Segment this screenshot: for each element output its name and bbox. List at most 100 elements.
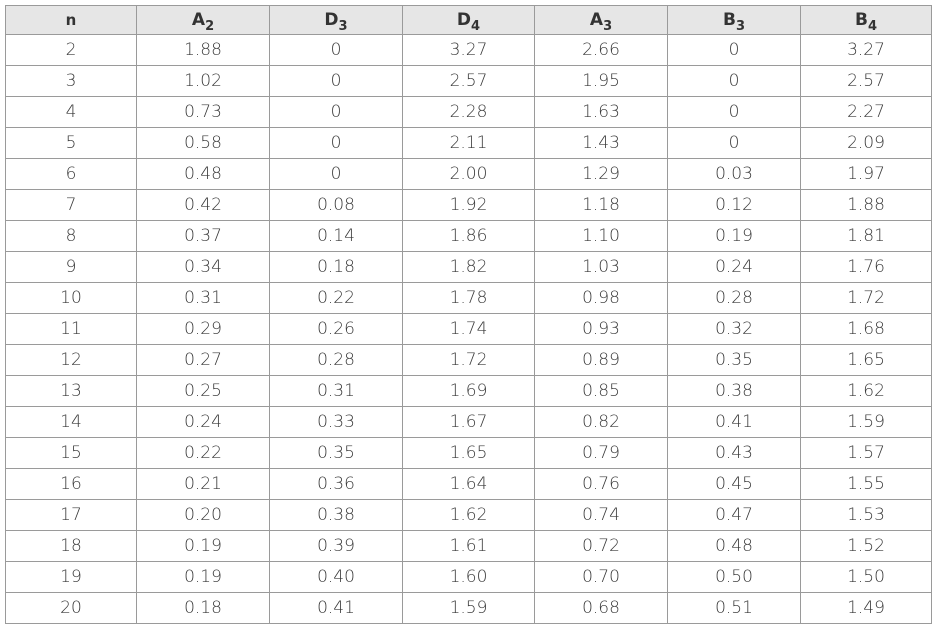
cell-n: 2 [5, 34, 137, 66]
cell-n: 3 [5, 65, 137, 97]
cell-b3: 0.41 [667, 406, 801, 438]
cell-d4: 1.65 [402, 437, 535, 469]
column-header-base: D [324, 9, 339, 30]
cell-a2: 0.31 [136, 282, 270, 314]
cell-n: 5 [5, 127, 137, 159]
cell-b3: 0.50 [667, 561, 801, 593]
column-header-subscript: 4 [867, 18, 877, 34]
cell-d3: 0.41 [269, 592, 403, 624]
cell-a3: 0.98 [534, 282, 668, 314]
cell-d4: 1.92 [402, 189, 535, 221]
cell-a2: 0.29 [136, 313, 270, 345]
cell-a3: 1.63 [534, 96, 668, 128]
cell-d4: 1.67 [402, 406, 535, 438]
cell-b3: 0.45 [667, 468, 801, 500]
cell-n: 7 [5, 189, 137, 221]
cell-a2: 0.73 [136, 96, 270, 128]
table-body: 2 1.88 0 3.27 2.66 0 3.27 3 1.02 0 2.57 1.95 0 2.57 4 0… [5, 34, 932, 624]
column-header-base: A [191, 9, 206, 30]
cell-d3: 0.14 [269, 220, 403, 252]
cell-d3: 0.33 [269, 406, 403, 438]
cell-d3: 0.22 [269, 282, 403, 314]
cell-a2: 0.19 [136, 561, 270, 593]
table-row: 6 0.48 0 2.00 1.29 0.03 1.97 [5, 158, 932, 190]
column-header-n: n [5, 5, 137, 35]
cell-a2: 0.37 [136, 220, 270, 252]
cell-a2: 0.27 [136, 344, 270, 376]
cell-b3: 0.19 [667, 220, 801, 252]
table-row: 14 0.24 0.33 1.67 0.82 0.41 1.59 [5, 406, 932, 438]
cell-a3: 0.76 [534, 468, 668, 500]
cell-b3: 0.48 [667, 530, 801, 562]
cell-b4: 3.27 [800, 34, 932, 66]
cell-n: 20 [5, 592, 137, 624]
cell-a3: 1.43 [534, 127, 668, 159]
cell-d3: 0 [269, 127, 403, 159]
cell-b3: 0 [667, 34, 801, 66]
column-header-base: D [456, 9, 472, 30]
cell-b4: 1.76 [800, 251, 932, 283]
cell-b4: 1.72 [800, 282, 932, 314]
cell-d4: 1.74 [402, 313, 535, 345]
column-header-subscript: 3 [338, 18, 348, 34]
cell-d3: 0 [269, 65, 403, 97]
cell-b3: 0.43 [667, 437, 801, 469]
cell-d4: 1.86 [402, 220, 535, 252]
cell-n: 11 [5, 313, 137, 345]
cell-d4: 1.59 [402, 592, 535, 624]
table-row: 2 1.88 0 3.27 2.66 0 3.27 [5, 34, 932, 66]
cell-d4: 2.11 [402, 127, 535, 159]
cell-a2: 0.19 [136, 530, 270, 562]
cell-b3: 0 [667, 65, 801, 97]
cell-a3: 1.95 [534, 65, 668, 97]
cell-d4: 2.28 [402, 96, 535, 128]
column-header-subscript: 3 [603, 18, 613, 34]
cell-a2: 1.88 [136, 34, 270, 66]
cell-n: 18 [5, 530, 137, 562]
cell-a3: 0.68 [534, 592, 668, 624]
cell-n: 10 [5, 282, 137, 314]
table-row: 10 0.31 0.22 1.78 0.98 0.28 1.72 [5, 282, 932, 314]
cell-b3: 0 [667, 96, 801, 128]
cell-a3: 0.85 [534, 375, 668, 407]
table-row: 20 0.18 0.41 1.59 0.68 0.51 1.49 [5, 592, 932, 624]
cell-b4: 1.59 [800, 406, 932, 438]
cell-n: 17 [5, 499, 137, 531]
table-header: n A2 D3 D4 A3 B3 B4 [5, 5, 932, 35]
cell-d3: 0.39 [269, 530, 403, 562]
cell-b4: 2.57 [800, 65, 932, 97]
cell-d3: 0.36 [269, 468, 403, 500]
table-row: 3 1.02 0 2.57 1.95 0 2.57 [5, 65, 932, 97]
cell-a3: 1.18 [534, 189, 668, 221]
cell-a2: 0.24 [136, 406, 270, 438]
cell-a3: 1.03 [534, 251, 668, 283]
table-row: 5 0.58 0 2.11 1.43 0 2.09 [5, 127, 932, 159]
cell-b3: 0.28 [667, 282, 801, 314]
cell-d4: 1.60 [402, 561, 535, 593]
table-row: 19 0.19 0.40 1.60 0.70 0.50 1.50 [5, 561, 932, 593]
cell-b4: 1.49 [800, 592, 932, 624]
column-header-d4: D4 [402, 5, 535, 35]
cell-d4: 2.57 [402, 65, 535, 97]
cell-b3: 0.32 [667, 313, 801, 345]
table-row: 7 0.42 0.08 1.92 1.18 0.12 1.88 [5, 189, 932, 221]
cell-a2: 0.18 [136, 592, 270, 624]
cell-b3: 0 [667, 127, 801, 159]
cell-d3: 0 [269, 96, 403, 128]
column-header-base: B [722, 9, 736, 30]
table-row: 18 0.19 0.39 1.61 0.72 0.48 1.52 [5, 530, 932, 562]
cell-a3: 0.72 [534, 530, 668, 562]
cell-a2: 0.34 [136, 251, 270, 283]
cell-b3: 0.47 [667, 499, 801, 531]
column-header-subscript: 2 [205, 18, 215, 34]
cell-a3: 1.10 [534, 220, 668, 252]
cell-a3: 2.66 [534, 34, 668, 66]
cell-d3: 0.08 [269, 189, 403, 221]
cell-b3: 0.24 [667, 251, 801, 283]
cell-a2: 0.20 [136, 499, 270, 531]
cell-d3: 0.35 [269, 437, 403, 469]
cell-n: 9 [5, 251, 137, 283]
cell-d4: 1.62 [402, 499, 535, 531]
cell-d3: 0.26 [269, 313, 403, 345]
cell-a3: 0.89 [534, 344, 668, 376]
